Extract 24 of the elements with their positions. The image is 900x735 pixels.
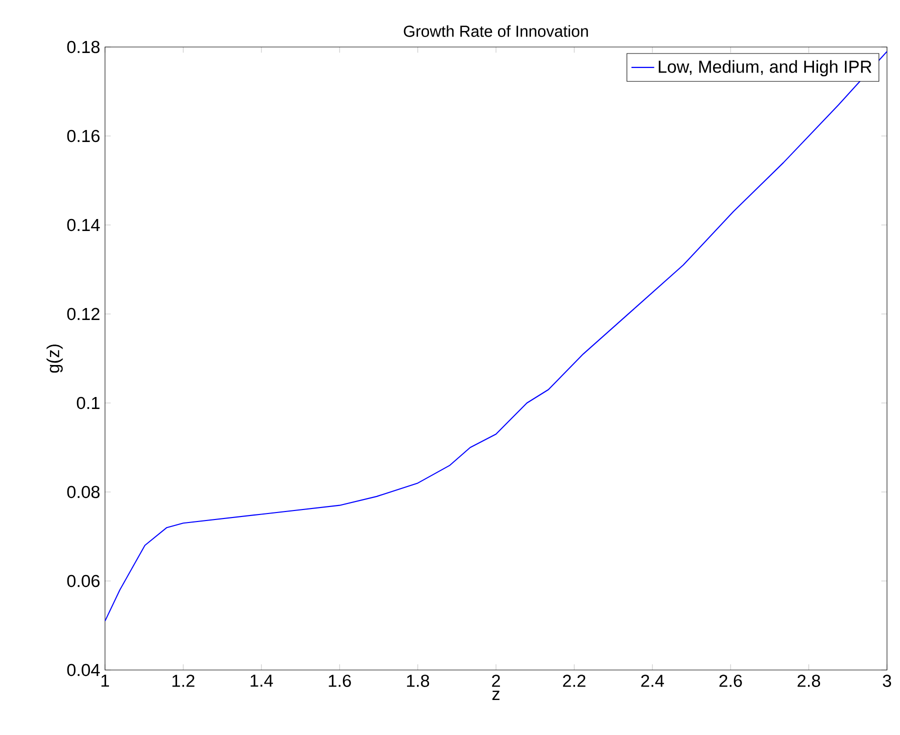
x-tick-label: 2.2 xyxy=(563,674,586,687)
x-tick-label: 2.8 xyxy=(798,674,820,687)
x-tick-label: 2.6 xyxy=(719,674,742,687)
y-tick-label: 0.1 xyxy=(76,396,100,410)
x-tick-label: 1.4 xyxy=(250,674,273,687)
y-tick-label: 0.18 xyxy=(67,40,100,54)
y-tick-label: 0.06 xyxy=(67,574,100,588)
x-tick-label: 3 xyxy=(882,674,892,687)
x-tick-label: 1.2 xyxy=(172,674,194,687)
y-tick-label: 0.08 xyxy=(67,486,100,498)
x-tick-label: 1.8 xyxy=(407,674,430,687)
legend-label: Low, Medium, and High IPR xyxy=(658,60,872,76)
x-tick-label: 1.6 xyxy=(328,674,351,687)
y-tick-label: 0.04 xyxy=(67,664,100,676)
y-tick-label: 0.14 xyxy=(67,218,100,232)
chart-title: Growth Rate of Innovation xyxy=(404,25,588,37)
x-tick-label: 2 xyxy=(492,674,500,687)
x-tick-label: 2.4 xyxy=(641,674,664,687)
x-tick-label: 1 xyxy=(102,674,109,687)
y-tick-label: 0.12 xyxy=(67,308,100,320)
y-axis-title: g(z) xyxy=(46,344,63,373)
x-axis-title: z xyxy=(492,690,500,700)
line-series xyxy=(105,50,887,622)
y-tick-label: 0.16 xyxy=(67,130,100,142)
